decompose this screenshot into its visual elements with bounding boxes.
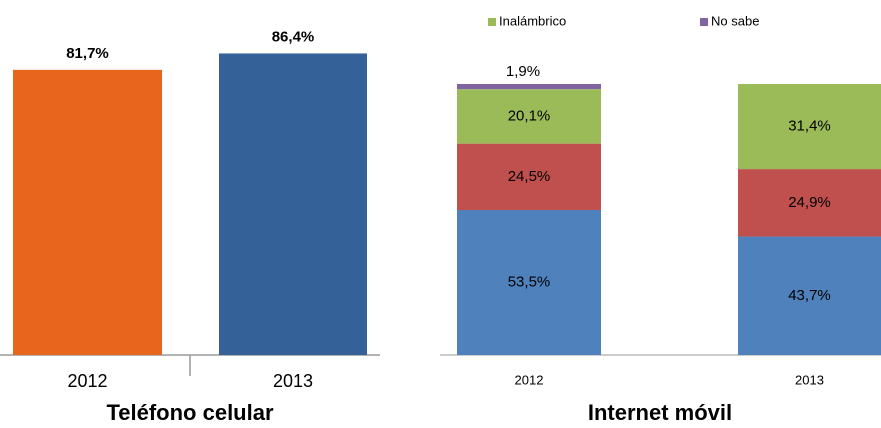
- value-label: 20,1%: [508, 107, 551, 124]
- value-label: 1,9%: [506, 63, 540, 80]
- x-tick-label: 2012: [67, 371, 107, 391]
- value-label: 53,5%: [508, 273, 551, 290]
- legend-label: Inalámbrico: [499, 13, 566, 28]
- bar-segment: [457, 143, 601, 211]
- value-label: 24,9%: [788, 194, 831, 211]
- bar-segment: [738, 84, 881, 170]
- bar-segment: [457, 89, 601, 144]
- bar: [13, 69, 162, 355]
- x-tick-label: 2013: [273, 371, 313, 391]
- bar-segment: [457, 84, 601, 90]
- legend-label: No sabe: [711, 13, 759, 28]
- bar-segment: [738, 169, 881, 237]
- chart-title: Internet móvil: [588, 400, 732, 425]
- value-label: 31,4%: [788, 118, 831, 135]
- legend-swatch: [700, 18, 708, 26]
- value-label: 43,7%: [788, 287, 831, 304]
- bar-segment: [457, 210, 601, 355]
- value-label: 81,7%: [66, 45, 109, 62]
- value-label: 86,4%: [272, 28, 315, 45]
- x-tick-label: 2013: [795, 372, 824, 387]
- x-tick-label: 2012: [515, 372, 544, 387]
- value-label: 24,5%: [508, 168, 551, 185]
- bar-segment: [738, 236, 881, 355]
- legend-swatch: [488, 18, 496, 26]
- chart-title: Teléfono celular: [106, 400, 274, 425]
- bar: [219, 53, 367, 356]
